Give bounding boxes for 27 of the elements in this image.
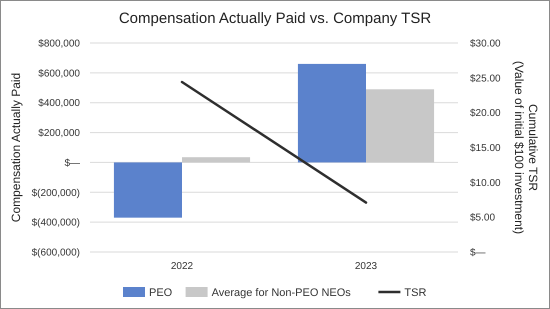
x-tick-label: 2022 [170, 261, 194, 272]
y2-tick-label: $25.00 [470, 73, 502, 84]
bar [114, 162, 182, 218]
y2-axis-title: Cumulative TSR (Value of initial $100 investment) [512, 60, 540, 234]
y-tick-label: $600,000 [38, 68, 80, 80]
y-tick-label: $(200,000) [32, 188, 80, 199]
bar [182, 157, 250, 162]
y-tick-label: $800,000 [38, 38, 80, 50]
legend-label: Average for Non-PEO NEOs [212, 286, 352, 299]
bar [298, 64, 366, 162]
y2-tick-label: $30.00 [470, 38, 502, 50]
y-tick-label: $400,000 [38, 98, 80, 110]
y2-tick-label: $20.00 [470, 108, 502, 120]
y-tick-label: $200,000 [38, 128, 80, 140]
legend-label: PEO [149, 286, 173, 299]
x-tick-label: 2023 [354, 261, 378, 272]
chart-title: Compensation Actually Paid vs. Company TSR [118, 10, 432, 27]
y-tick-label: $(400,000) [32, 218, 80, 229]
y-axis-title: Compensation Actually Paid [9, 72, 23, 222]
legend-label: TSR [404, 286, 426, 299]
y2-tick-label: $10.00 [470, 178, 502, 189]
y2-tick-label: $— [470, 248, 486, 258]
y-tick-label: $— [64, 158, 80, 169]
y2-tick-label: $15.00 [470, 143, 502, 154]
bar [366, 89, 434, 162]
y-tick-label: $(600,000) [32, 248, 80, 258]
y2-tick-label: $5.00 [470, 212, 496, 224]
